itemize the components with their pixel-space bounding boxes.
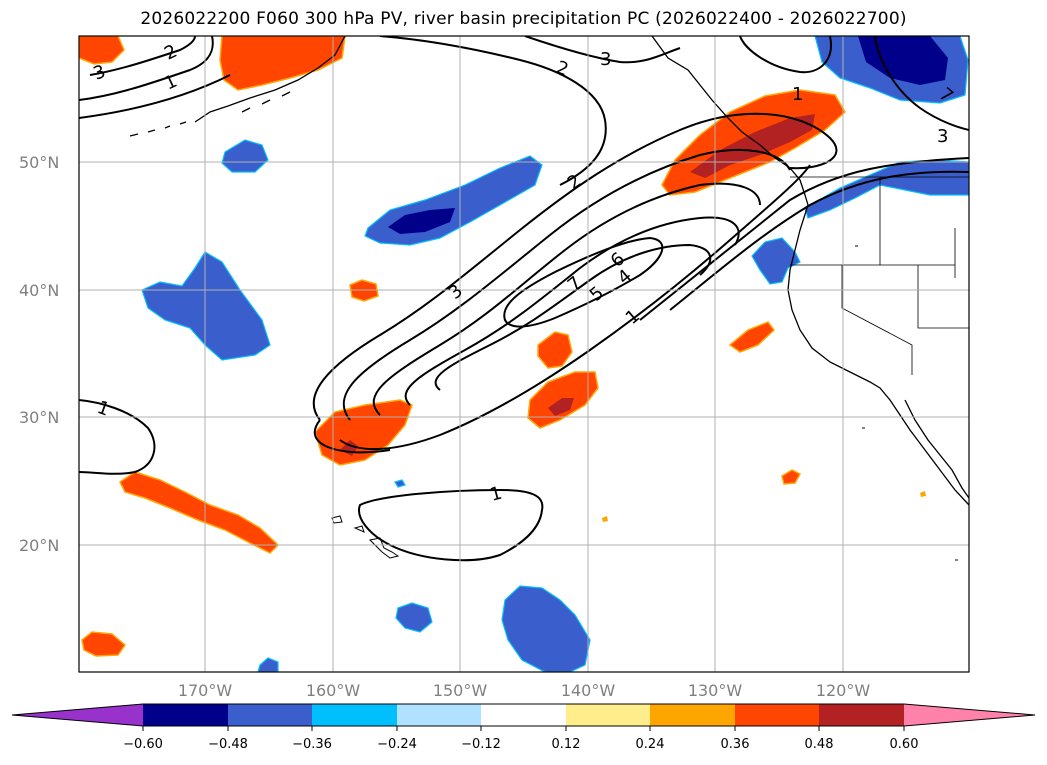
pv-contour-outer-1 xyxy=(312,112,838,421)
colorbar-segment xyxy=(228,704,313,726)
pv-label: 3 xyxy=(937,126,948,147)
colorbar-segment xyxy=(312,704,397,726)
colorbar-segment xyxy=(481,704,566,726)
pos-blob-nw-corner xyxy=(79,36,125,65)
colorbar-tick-label: −0.60 xyxy=(123,737,163,752)
neg-blob-small xyxy=(394,479,406,488)
pv-contour-south-1 xyxy=(339,164,811,450)
pos-blob-east xyxy=(728,321,776,353)
colorbar-segment xyxy=(650,704,735,726)
map-area: 3 2 1 2 3 1 3 7 2 3 6 7 5 4 1 1 1 xyxy=(79,36,969,672)
neg-blob-south-2 xyxy=(501,585,591,672)
pv-contour-5 xyxy=(434,243,712,391)
lon-label-150w: 150°W xyxy=(433,681,488,700)
pv-contour-3 xyxy=(372,182,761,416)
colorbar-tick-label: 0.24 xyxy=(636,737,665,752)
pv-contour-4 xyxy=(404,216,740,406)
lat-label-20n: 20°N xyxy=(19,536,59,555)
pos-blob-north xyxy=(219,36,346,91)
colorbar-tick-label: −0.36 xyxy=(292,737,332,752)
pos-blob-32n-core xyxy=(548,398,574,416)
pos-blob-sw-band xyxy=(119,471,280,554)
pv-contour-south-2 xyxy=(313,419,391,454)
pv-label: 1 xyxy=(792,84,803,105)
neg-blob-50n xyxy=(221,139,269,173)
colorbar-segment xyxy=(819,704,904,726)
pv-contour-north-3 xyxy=(89,36,196,76)
pv-contour-se-2 xyxy=(669,170,969,311)
colorbar-segment xyxy=(143,704,228,726)
lon-label-140w: 140°W xyxy=(561,681,616,700)
pv-contours xyxy=(79,36,969,562)
lon-label-170w: 170°W xyxy=(178,681,233,700)
pv-contour-north-2 xyxy=(79,74,231,119)
pv-label: 3 xyxy=(600,49,611,70)
pos-blob-dot-2 xyxy=(602,516,608,522)
colorbar-right-extension xyxy=(904,704,1035,726)
state-borders xyxy=(790,177,969,375)
colorbar-tick-label: −0.24 xyxy=(377,737,417,752)
pv-contour-ne xyxy=(739,36,832,74)
map-title: 2026022200 F060 300 hPa PV, river basin … xyxy=(140,9,907,29)
colorbar: −0.60 −0.48 −0.36 −0.24 −0.12 0.12 0.24 … xyxy=(11,703,1036,752)
graticule xyxy=(79,36,969,672)
pos-blob-30n xyxy=(314,399,413,466)
colorbar-segment xyxy=(735,704,820,726)
colorbar-left-extension xyxy=(12,704,143,726)
alaska-coast xyxy=(194,36,809,206)
colorbar-tick-label: −0.12 xyxy=(461,737,501,752)
map-frame xyxy=(78,35,970,673)
colorbar-segment xyxy=(566,704,651,726)
colorbar-tick-label: 0.36 xyxy=(721,737,750,752)
pv-contour-north-mid-2 xyxy=(524,36,681,64)
neg-blob-bc-coast xyxy=(804,159,969,219)
pv-contour-inner xyxy=(503,236,664,328)
colorbar-tick-label: 0.48 xyxy=(805,737,834,752)
west-coast-usa xyxy=(787,204,969,506)
baja-peninsula xyxy=(904,399,969,499)
lon-label-160w: 160°W xyxy=(306,681,361,700)
neg-blob-south-3 xyxy=(257,657,279,672)
pv-contour-west-1 xyxy=(79,399,156,475)
pos-blob-sw-small xyxy=(81,631,127,657)
pv-label: 1 xyxy=(488,483,504,506)
colorbar-tick-label: 0.60 xyxy=(890,737,919,752)
lat-label-40n: 40°N xyxy=(19,281,59,300)
colorbar-tick-label: −0.48 xyxy=(208,737,248,752)
lon-label-120w: 120°W xyxy=(816,681,871,700)
latitude-labels: 50°N 40°N 30°N 20°N xyxy=(19,153,59,555)
aleutian-islands xyxy=(129,91,291,137)
negative-precip-regions xyxy=(141,36,969,672)
lat-label-30n: 30°N xyxy=(19,408,59,427)
pv-contour-north-1 xyxy=(79,36,214,101)
longitude-labels: 170°W 160°W 150°W 140°W 130°W 120°W xyxy=(178,681,871,700)
colorbar-tick-labels: −0.60 −0.48 −0.36 −0.24 −0.12 0.12 0.24 … xyxy=(123,737,918,752)
neg-blob-mid-pacific-core xyxy=(388,208,455,234)
pv-contour-se xyxy=(639,157,969,321)
pos-blob-dot-3 xyxy=(920,491,926,497)
pos-blob-36n xyxy=(537,331,573,369)
colorbar-ticks xyxy=(142,726,905,731)
pv-contour-2 xyxy=(342,149,791,421)
neg-blob-west xyxy=(141,251,271,361)
neg-blob-south-1 xyxy=(395,602,433,633)
political-borders xyxy=(790,176,969,375)
pos-blob-dot-1 xyxy=(781,469,802,485)
coastlines xyxy=(129,36,969,506)
neg-blob-gulf-alaska-core xyxy=(858,36,948,85)
pv-contour-ne-2 xyxy=(874,36,969,131)
lon-label-130w: 130°W xyxy=(688,681,743,700)
pv-contour-north-mid xyxy=(379,36,607,186)
lat-label-50n: 50°N xyxy=(19,153,59,172)
colorbar-tick-label: 0.12 xyxy=(552,737,581,752)
colorbar-segment xyxy=(397,704,482,726)
